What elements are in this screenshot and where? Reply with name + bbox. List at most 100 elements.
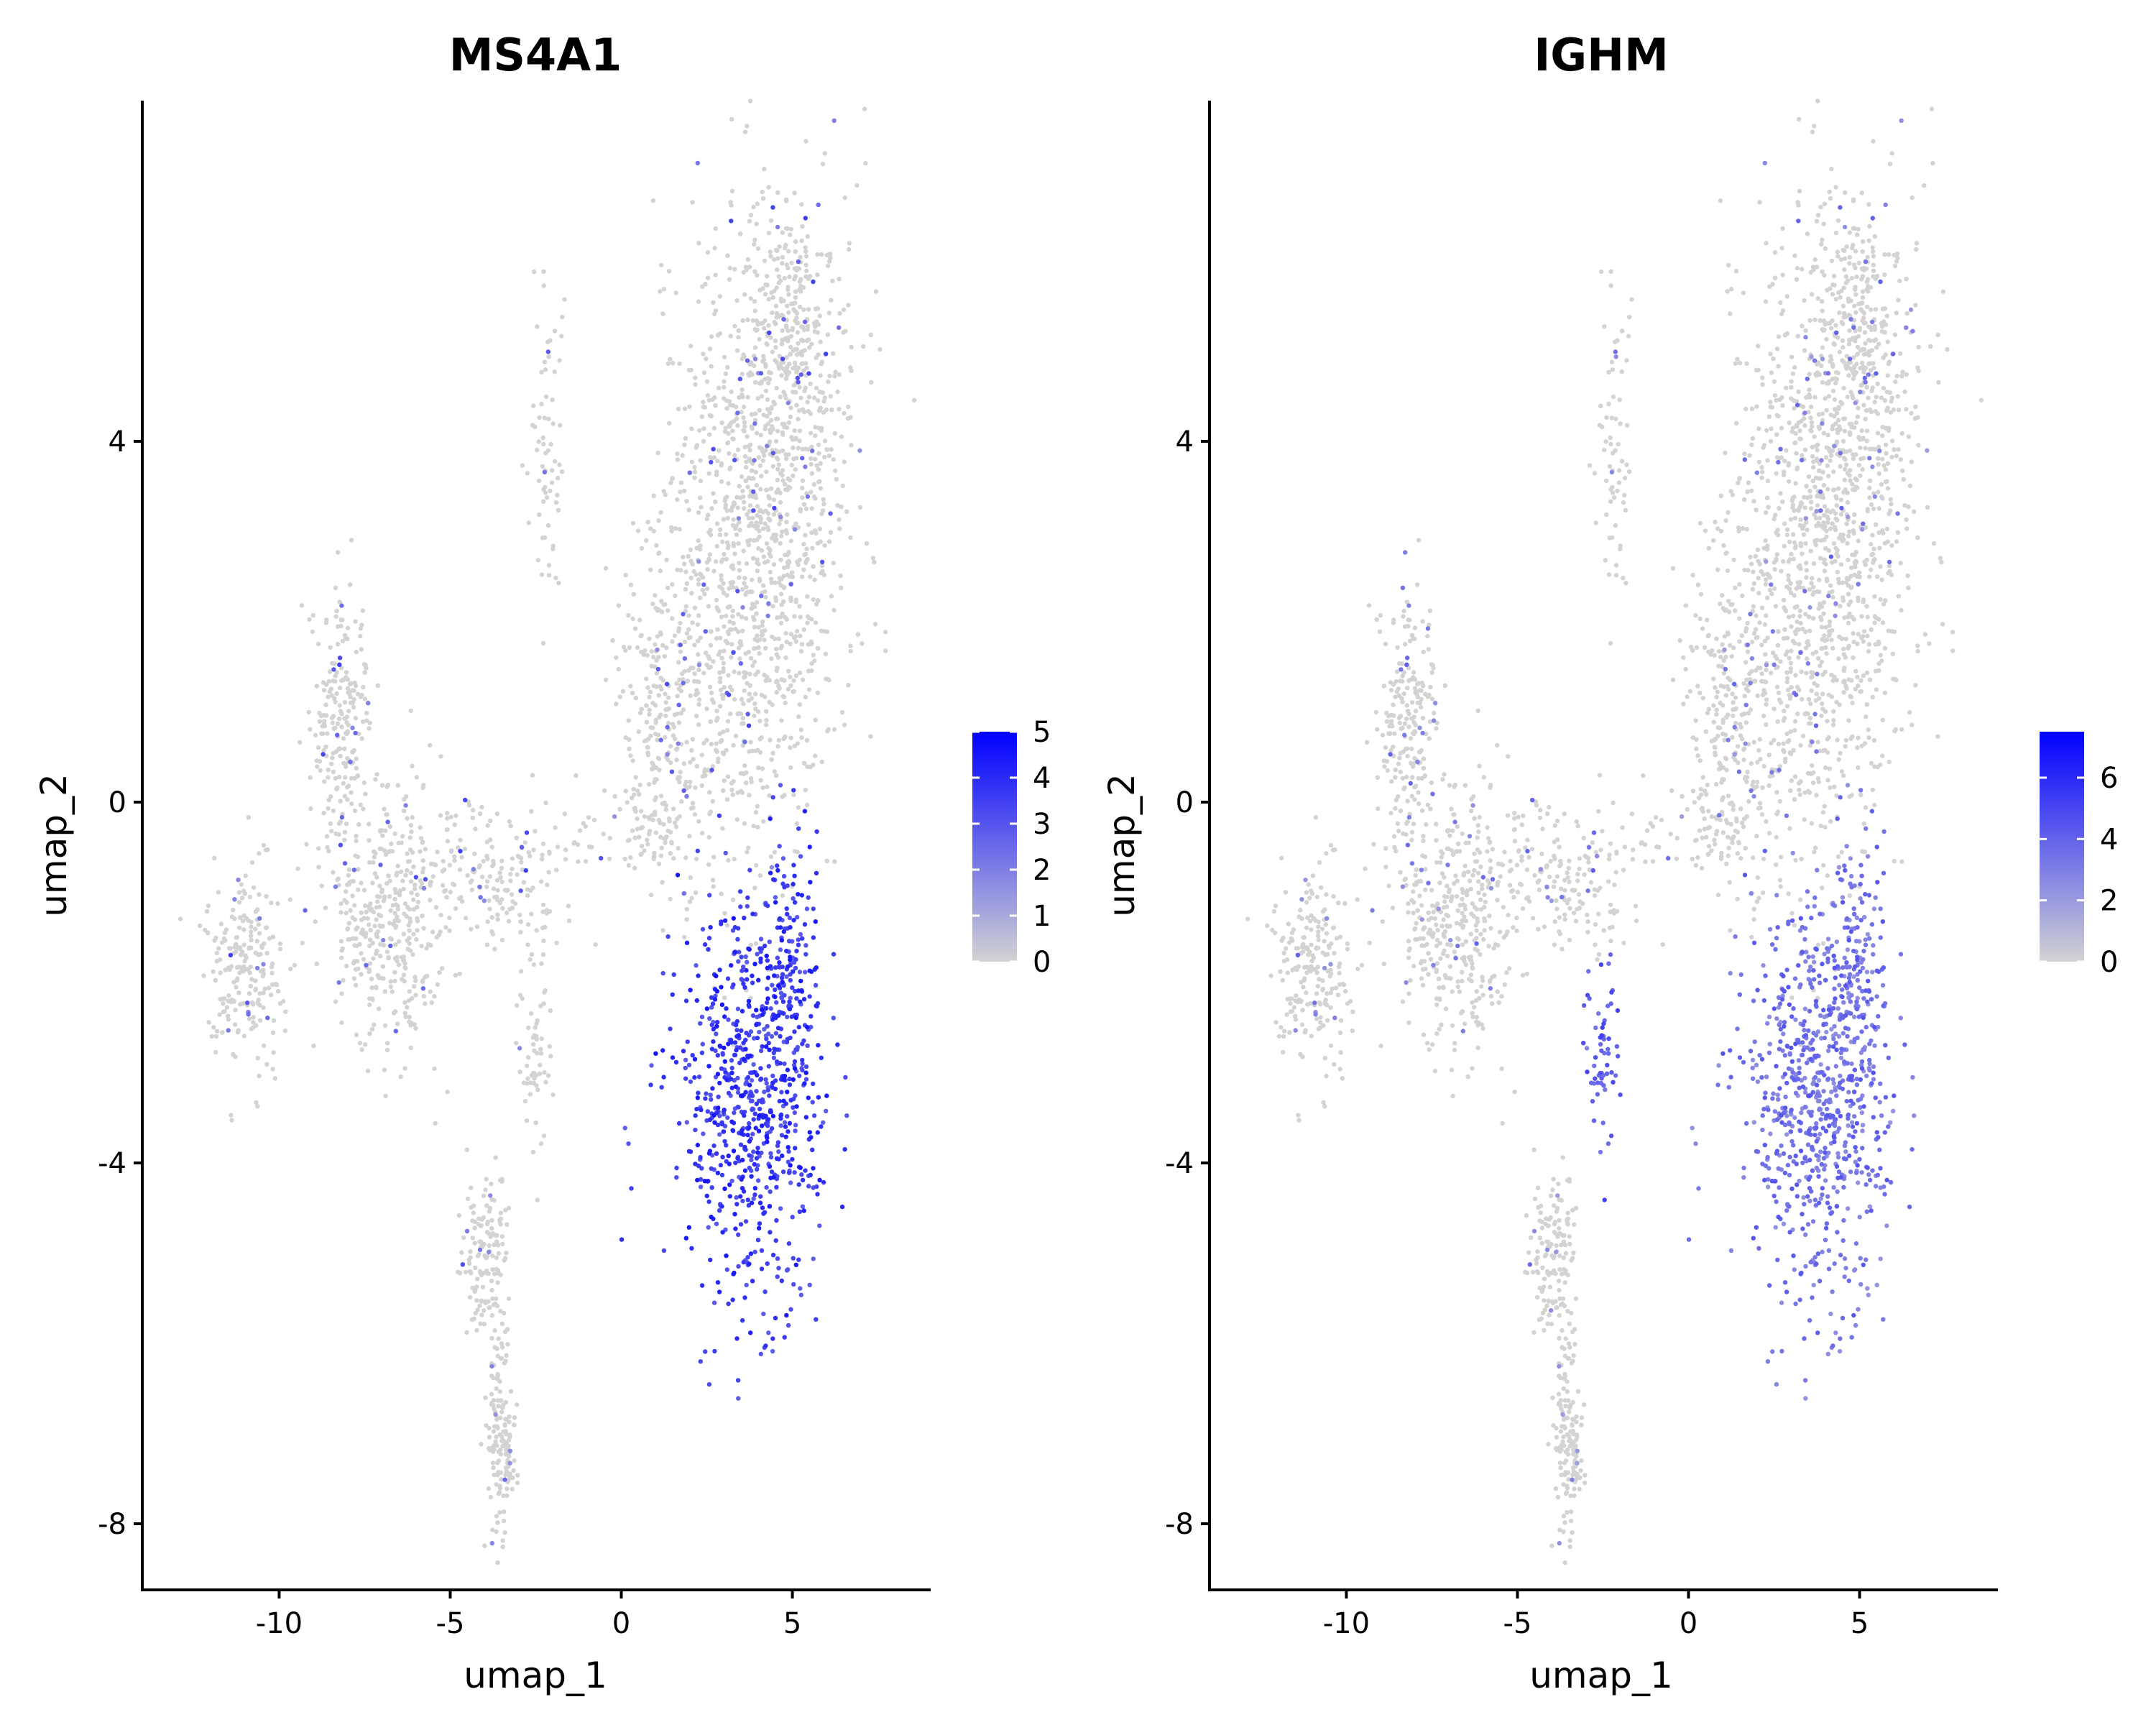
cell-point	[688, 547, 694, 553]
cell-point	[683, 1236, 688, 1241]
cell-point	[805, 1043, 810, 1049]
cell-point	[359, 1047, 364, 1052]
cell-point	[771, 1055, 777, 1061]
cell-point	[798, 649, 804, 654]
cell-point	[374, 917, 379, 922]
cell-point	[1895, 394, 1900, 399]
cell-point	[737, 231, 743, 236]
cell-point	[756, 455, 762, 460]
cell-point	[778, 615, 783, 620]
cell-point	[709, 1005, 714, 1010]
cell-point	[679, 671, 685, 676]
cell-point	[744, 616, 749, 621]
cell-point	[780, 893, 786, 898]
cell-point	[783, 392, 788, 398]
cell-point	[746, 845, 751, 850]
x-axis-label: umap_1	[464, 1655, 607, 1696]
cell-point	[267, 936, 272, 941]
cell-point	[803, 1168, 808, 1173]
cell-point	[1839, 769, 1845, 774]
cell-point	[765, 1261, 770, 1266]
cell-point	[831, 1016, 837, 1021]
cell-point	[793, 673, 799, 678]
cell-point	[740, 1157, 745, 1163]
cell-point	[1807, 743, 1813, 748]
cell-point	[663, 700, 668, 705]
cell-point	[725, 515, 730, 521]
cell-point	[719, 891, 724, 896]
cell-point	[759, 1248, 765, 1254]
cell-point	[706, 947, 711, 952]
cell-point	[457, 971, 462, 977]
cell-point	[1856, 405, 1861, 410]
cell-point	[804, 365, 809, 371]
cell-point	[553, 576, 558, 581]
cell-point	[423, 847, 428, 852]
cell-point	[1864, 702, 1869, 707]
cell-point	[788, 978, 793, 983]
cell-point	[814, 965, 819, 970]
cell-point	[736, 516, 742, 521]
cell-point	[543, 800, 548, 806]
cell-point	[321, 748, 326, 753]
cell-point	[482, 1321, 487, 1327]
cell-point	[801, 327, 807, 333]
cell-point	[694, 714, 699, 719]
cell-point	[338, 799, 343, 804]
cell-point	[444, 895, 449, 900]
cell-point	[778, 1113, 783, 1118]
cell-point	[717, 584, 722, 589]
cell-point	[1867, 574, 1872, 579]
cell-point	[784, 369, 789, 374]
cell-point	[229, 1113, 234, 1118]
cell-point	[721, 590, 727, 595]
cell-point	[731, 916, 736, 921]
cell-point	[529, 911, 534, 916]
cell-point	[1772, 379, 1777, 384]
cell-point	[491, 1429, 497, 1434]
cell-point	[338, 939, 344, 944]
cell-point	[798, 395, 803, 400]
cell-point	[770, 451, 776, 456]
cell-point	[1792, 593, 1797, 598]
cell-point	[591, 817, 597, 823]
cell-point	[701, 582, 706, 587]
cell-point	[1800, 267, 1805, 272]
cell-point	[765, 1087, 771, 1093]
cell-point	[699, 1014, 705, 1020]
cell-point	[771, 497, 777, 502]
cell-point	[755, 669, 760, 674]
cell-point	[763, 1006, 769, 1011]
cell-point	[689, 748, 694, 753]
cell-point	[797, 408, 802, 413]
cell-point	[1795, 265, 1800, 271]
cell-point	[800, 677, 806, 682]
cell-point	[756, 1128, 762, 1133]
cell-point	[696, 510, 701, 515]
cell-point	[1831, 709, 1836, 714]
cell-point	[303, 908, 308, 913]
cell-point	[650, 762, 655, 767]
cell-point	[255, 1104, 260, 1109]
cell-point	[673, 737, 678, 742]
cell-point	[460, 1262, 465, 1267]
cell-point	[656, 861, 662, 867]
cell-point	[352, 903, 357, 908]
cell-point	[745, 1255, 750, 1260]
cell-point	[626, 718, 631, 723]
cell-point	[400, 878, 405, 883]
cell-point	[1850, 482, 1855, 487]
cell-point	[786, 1149, 791, 1154]
cell-point	[798, 508, 803, 514]
cell-point	[779, 341, 785, 346]
cell-point	[338, 842, 344, 847]
cell-point	[741, 415, 746, 420]
cell-point	[750, 663, 755, 668]
cell-point	[778, 540, 783, 546]
cell-point	[681, 554, 686, 560]
cell-point	[494, 1255, 499, 1261]
cell-point	[790, 437, 796, 442]
cell-point	[749, 476, 754, 481]
cell-point	[539, 369, 544, 374]
cell-point	[654, 684, 659, 689]
